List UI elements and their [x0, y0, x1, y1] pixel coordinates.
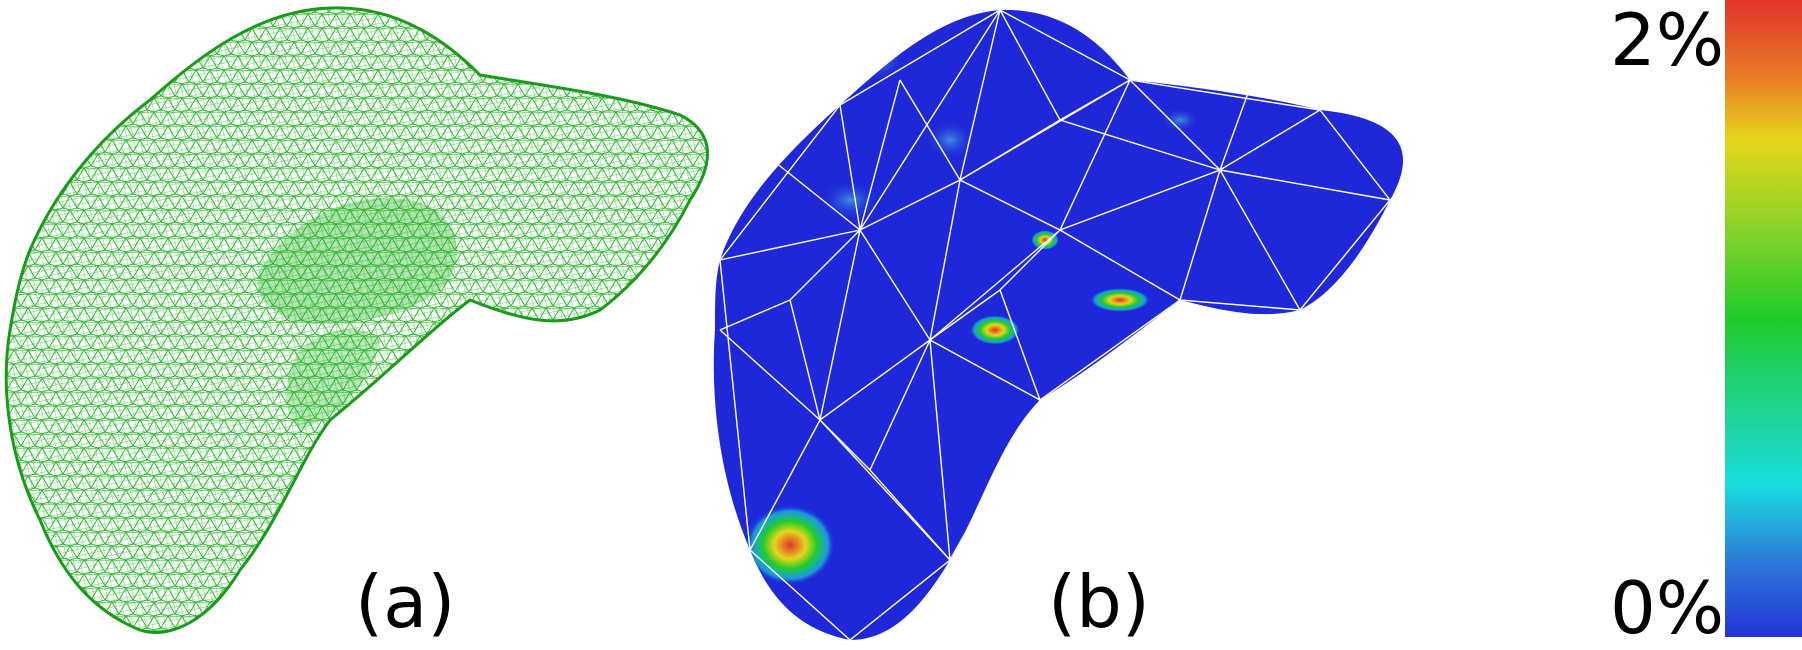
panel-b-label: (b): [1048, 560, 1150, 644]
panel-a-label: (a): [355, 560, 456, 644]
color-scale-min-label: 0%: [1610, 566, 1725, 650]
colormapped-liver-model: [713, 9, 1404, 641]
wireframe-liver-model: [4, 6, 709, 634]
color-scale-max-label: 2%: [1610, 0, 1725, 82]
color-scale-bar: [1725, 0, 1802, 637]
